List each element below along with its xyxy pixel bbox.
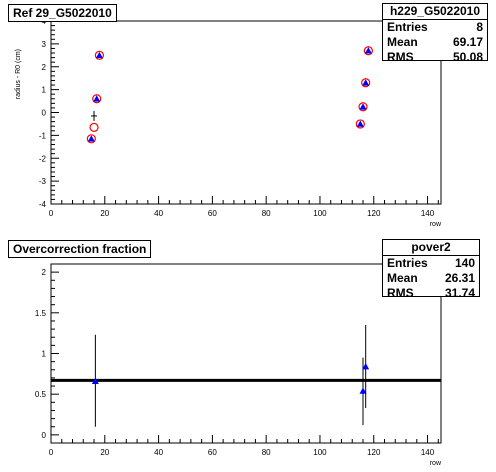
chart1-circle-marker	[86, 134, 96, 144]
chart2-x-axis-label: row	[430, 460, 442, 467]
top-stats-box: h229_G5022010 Entries 8 Mean 69.17 RMS 5…	[382, 3, 488, 64]
chart2-x-tick-label: 0	[49, 448, 54, 457]
chart2-x-tick-label: 80	[262, 448, 271, 457]
top-title-box: Ref 29_G5022010	[8, 4, 117, 22]
chart1-triangle-marker	[95, 51, 103, 59]
chart1-y-tick-label: 3	[42, 40, 47, 49]
bottom-stats-name: pover2	[383, 240, 479, 256]
chart1-y-tick-label: -1	[39, 131, 47, 140]
chart1-circle-marker	[361, 78, 371, 88]
stat-label: Entries	[387, 20, 428, 34]
chart2-x-tick-label: 20	[100, 448, 109, 457]
bottom-stats-entries: Entries 140	[383, 256, 479, 271]
chart1-x-tick-label: 40	[154, 209, 163, 218]
stat-value: 26.31	[444, 271, 475, 285]
chart1-circle-marker	[92, 94, 102, 104]
chart1-y-axis-label: radius - R0 (cm)	[15, 49, 22, 99]
chart1-circle-marker	[358, 102, 368, 112]
stat-label: RMS	[387, 286, 414, 300]
chart1-circle-marker	[355, 119, 365, 129]
chart2-triangle-marker	[359, 387, 367, 394]
stat-value: 140	[454, 256, 475, 270]
chart1-x-tick-label: 20	[100, 209, 109, 218]
bottom-title: Overcorrection fraction	[13, 242, 147, 256]
chart2-triangle-marker	[91, 377, 99, 384]
chart1-circle-marker	[94, 50, 105, 60]
chart2-y-tick-label: 0.5	[35, 390, 47, 399]
stat-label: Mean	[387, 35, 418, 49]
top-stats-mean: Mean 69.17	[383, 35, 487, 50]
stat-label: Mean	[387, 271, 418, 285]
chart1-y-tick-label: -3	[39, 177, 47, 186]
bottom-title-box: Overcorrection fraction	[8, 240, 152, 258]
chart1-triangle-marker	[364, 47, 372, 54]
chart1-y-tick-label: 2	[42, 63, 47, 72]
chart1-x-tick-label: 120	[367, 209, 381, 218]
chart1-y-tick-label: 0	[42, 109, 47, 118]
stat-label: RMS	[387, 50, 414, 64]
chart1-y-tick-label: 1	[42, 86, 47, 95]
chart2-x-tick-label: 140	[421, 448, 435, 457]
stat-value: 31.74	[444, 286, 475, 300]
chart1-x-tick-label: 0	[49, 209, 54, 218]
chart1-circle-marker	[363, 46, 373, 56]
chart2-x-tick-label: 60	[208, 448, 217, 457]
chart1-x-tick-label: 100	[313, 209, 327, 218]
chart2-y-tick-label: 0	[42, 431, 47, 440]
top-title: Ref 29_G5022010	[13, 6, 112, 20]
stat-value: 50.08	[452, 50, 483, 64]
chart1-x-tick-label: 80	[262, 209, 271, 218]
top-stats-name: h229_G5022010	[383, 4, 487, 20]
top-stats-entries: Entries 8	[383, 20, 487, 35]
chart1-circle-marker	[89, 122, 99, 132]
chart1-x-axis-label: row	[430, 221, 442, 228]
chart1-triangle-marker	[362, 79, 370, 86]
chart1-triangle-marker	[356, 120, 364, 127]
chart1-y-tick-label: -2	[39, 154, 47, 163]
bottom-stats-box: pover2 Entries 140 Mean 26.31 RMS 31.74	[382, 239, 480, 300]
chart2-x-tick-label: 120	[367, 448, 381, 457]
stat-value: 8	[476, 20, 483, 34]
chart1-triangle-marker	[359, 103, 367, 110]
chart1-y-tick-label: -4	[39, 200, 47, 209]
chart1-triangle-marker	[93, 95, 101, 102]
stat-label: Entries	[387, 256, 428, 270]
chart2-triangle-marker	[362, 363, 370, 370]
chart2-y-tick-label: 1.5	[35, 309, 47, 318]
bottom-stats-rms: RMS 31.74	[383, 286, 479, 301]
chart1-triangle-marker	[87, 135, 95, 142]
top-stats-rms: RMS 50.08	[383, 50, 487, 65]
chart2-y-tick-label: 1	[42, 350, 47, 359]
chart2-x-tick-label: 100	[313, 448, 327, 457]
chart1-x-tick-label: 140	[421, 209, 435, 218]
chart1-x-tick-label: 60	[208, 209, 217, 218]
chart2-x-tick-label: 40	[154, 448, 163, 457]
bottom-stats-mean: Mean 26.31	[383, 271, 479, 286]
stat-value: 69.17	[452, 35, 483, 49]
chart2-y-tick-label: 2	[42, 268, 47, 277]
